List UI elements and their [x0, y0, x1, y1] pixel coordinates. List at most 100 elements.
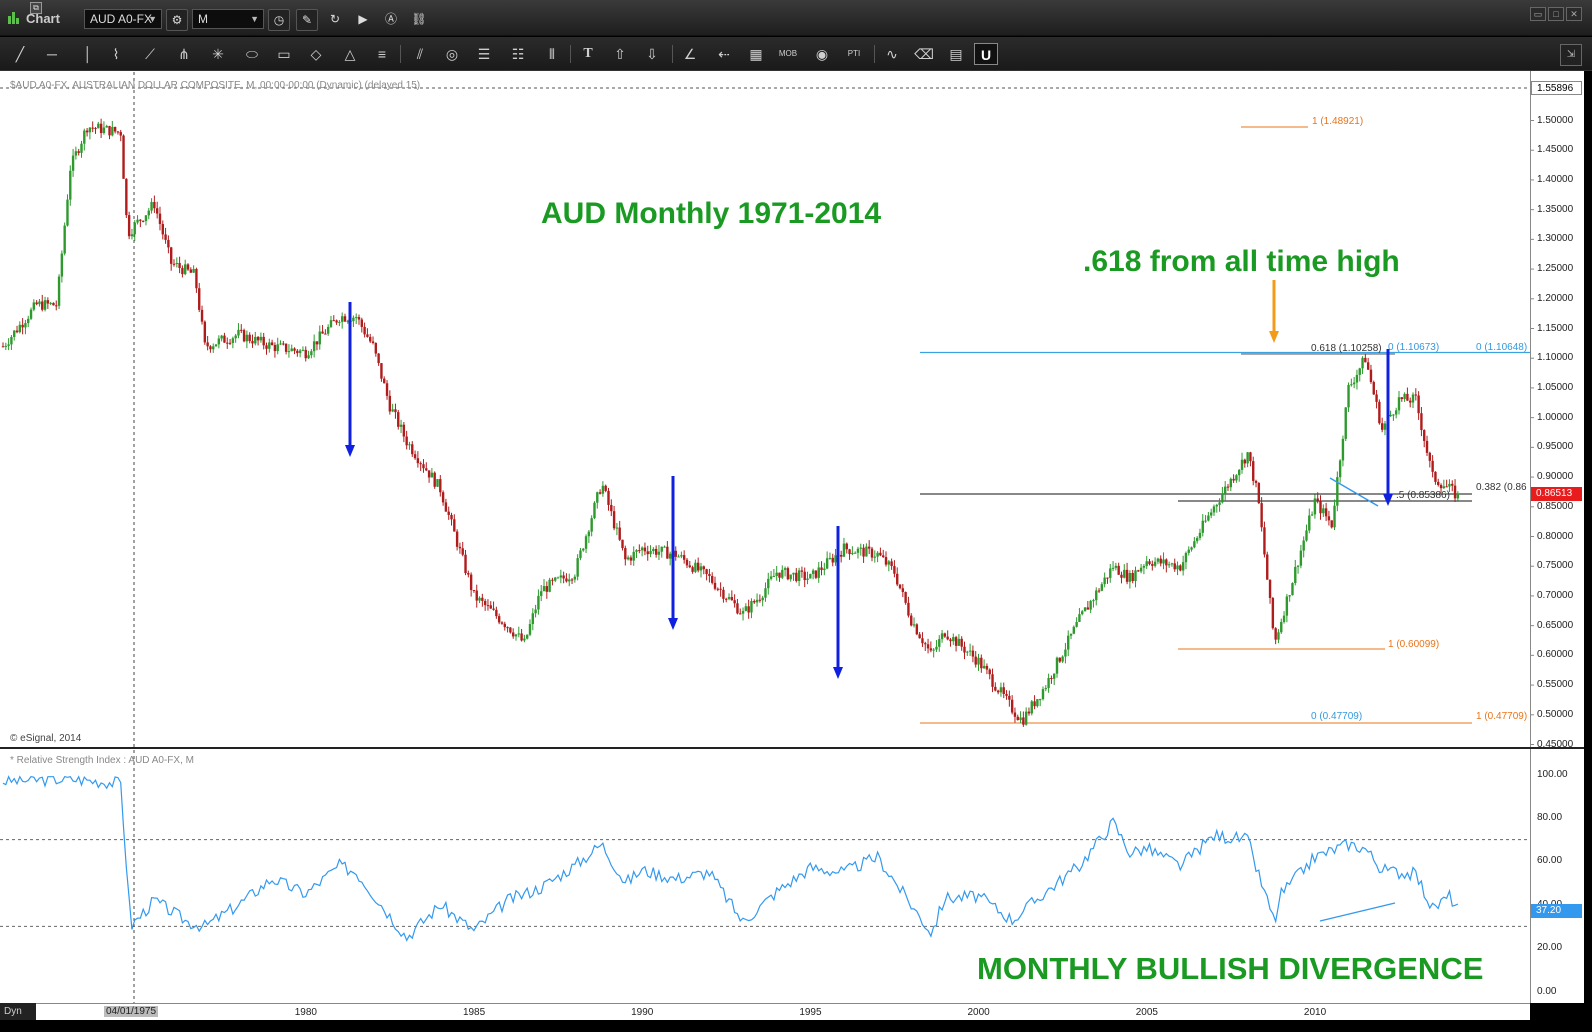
alert-icon[interactable]: Ⓐ — [384, 12, 397, 26]
close-icon[interactable]: ✕ — [1566, 7, 1582, 21]
price-candle-body — [242, 330, 246, 342]
price-candle-body — [397, 412, 400, 427]
price-candle-body — [1252, 461, 1255, 481]
price-candle-body — [626, 557, 630, 560]
price-candle-body — [649, 551, 652, 555]
price-y-axis[interactable] — [1530, 71, 1584, 748]
price-candle-body — [1072, 626, 1076, 634]
grid-icon[interactable]: ▦ — [749, 46, 763, 62]
arrow-left-icon[interactable]: ⇠ — [718, 46, 730, 62]
maximize-icon[interactable]: □ — [1548, 7, 1564, 21]
panel-divider[interactable] — [0, 747, 1584, 749]
triangle-icon[interactable]: △ — [344, 46, 356, 62]
current-price-label: 0.86513 — [1531, 487, 1582, 501]
price-candle-body — [540, 591, 543, 596]
price-candle-body — [1089, 600, 1092, 610]
wave-icon[interactable]: ∿ — [886, 46, 898, 62]
price-candle-body — [910, 615, 913, 626]
price-candle-body — [708, 574, 711, 576]
fan-icon[interactable]: ⟋ — [145, 46, 155, 62]
refresh-icon[interactable]: ↻ — [329, 12, 341, 26]
price-candle-body — [615, 527, 619, 529]
price-candle-body — [1195, 537, 1199, 542]
scroll-bar[interactable] — [1584, 71, 1592, 1003]
interval-select[interactable]: M ▼ — [192, 9, 264, 29]
price-candle-body — [38, 301, 41, 305]
text-icon[interactable]: T — [583, 46, 593, 61]
link-icon[interactable]: ⛓ — [411, 12, 427, 26]
parallel-lines-icon[interactable]: ⫽ — [416, 46, 424, 62]
price-candle-body — [1221, 494, 1224, 503]
price-candle-body — [63, 225, 66, 254]
comment-icon[interactable]: ▤ — [949, 46, 963, 62]
eraser-icon[interactable]: ⌫ — [914, 46, 934, 62]
ellipse-icon[interactable]: ⬭ — [246, 46, 258, 62]
dyn-label[interactable]: Dyn — [0, 1003, 36, 1020]
horizontal-line-icon[interactable]: ─ — [47, 46, 57, 62]
pitchfork-icon[interactable]: ⋔ — [178, 46, 190, 62]
minimize-icon[interactable]: ▭ — [1530, 7, 1546, 21]
price-candle-body — [1167, 564, 1171, 566]
price-candle-body — [1392, 414, 1395, 416]
vertical-line-icon[interactable]: │ — [83, 46, 93, 62]
price-candle-body — [1291, 583, 1294, 596]
price-tick-label: 1.05000 — [1537, 381, 1574, 393]
price-candle-body — [960, 638, 963, 647]
clock-icon[interactable]: ◷ — [268, 9, 290, 31]
price-candle-body — [814, 570, 818, 578]
rsi-study-note: * Relative Strength Index : AUD A0-FX, M — [10, 755, 194, 766]
price-candle-body — [1409, 400, 1412, 403]
rsi-panel[interactable] — [0, 749, 1530, 1003]
channel-icon[interactable]: ≡ — [377, 46, 387, 62]
price-candle-body — [1456, 493, 1460, 499]
fib-extension-icon[interactable]: ☷ — [511, 46, 525, 62]
price-candle-body — [682, 555, 686, 560]
mob-icon[interactable]: MOB — [778, 49, 798, 58]
pti-icon[interactable]: PTI — [847, 49, 861, 58]
gann-icon[interactable]: ✳ — [212, 46, 224, 62]
time-axis[interactable]: 04/01/1975 1980 1985 1990 1995 2000 2005 2010 — [0, 1003, 1530, 1020]
price-candle-body — [1181, 562, 1185, 571]
price-candle-body — [18, 324, 22, 333]
price-candle-body — [1299, 550, 1303, 566]
gear-icon[interactable]: ⚙ — [166, 9, 188, 31]
fib-time-icon[interactable]: ⦀ — [548, 46, 556, 62]
line-tool-icon[interactable]: ╱ — [15, 46, 25, 62]
diamond-icon[interactable]: ◇ — [310, 46, 322, 62]
play-icon[interactable]: ▶ — [358, 12, 368, 26]
price-candle-body — [254, 336, 257, 344]
price-candle-body — [315, 341, 319, 345]
angle-icon[interactable]: ∠ — [683, 46, 697, 62]
fib-retracement-icon[interactable]: ☰ — [477, 46, 491, 62]
price-candle-body — [1403, 393, 1406, 400]
price-candle-body — [1333, 505, 1336, 528]
price-candle-body — [1423, 430, 1426, 441]
price-candle-body — [1092, 600, 1095, 602]
symbol-input[interactable]: AUD A0-FX ▼ — [84, 9, 162, 29]
time-tick-label: 2010 — [1303, 1007, 1327, 1018]
price-candle-body — [853, 552, 857, 554]
price-study-note: $AUD A0-FX, AUSTRALIAN DOLLAR COMPOSITE,… — [10, 80, 421, 91]
price-candle-body — [1420, 413, 1423, 431]
price-candle-body — [1372, 382, 1375, 395]
price-candle-body — [21, 324, 24, 328]
price-candle-body — [699, 566, 703, 571]
dyn-toggle-icon[interactable]: ⧉ — [30, 2, 42, 14]
polyline-icon[interactable]: ⌇ — [112, 46, 120, 62]
price-candle-body — [324, 333, 327, 335]
magnet-icon[interactable]: U — [974, 43, 998, 65]
price-candle-body — [985, 665, 989, 670]
settings-icon[interactable]: ⇲ — [1560, 44, 1582, 66]
rsi-y-axis[interactable] — [1530, 749, 1584, 1003]
arrow-up-icon[interactable]: ⇧ — [614, 46, 626, 62]
eye-icon[interactable]: ◉ — [815, 46, 829, 62]
circles-icon[interactable]: ◎ — [445, 46, 459, 62]
fib-level-label: 0 (1.10673) — [1388, 342, 1440, 353]
price-candle-body — [483, 600, 487, 606]
arrow-down-icon[interactable]: ⇩ — [646, 46, 658, 62]
price-candle-body — [618, 527, 621, 540]
rectangle-icon[interactable]: ▭ — [277, 46, 291, 62]
price-candle-body — [534, 609, 537, 614]
price-candle-body — [587, 531, 591, 537]
pencil-icon[interactable]: ✎ — [296, 9, 318, 31]
